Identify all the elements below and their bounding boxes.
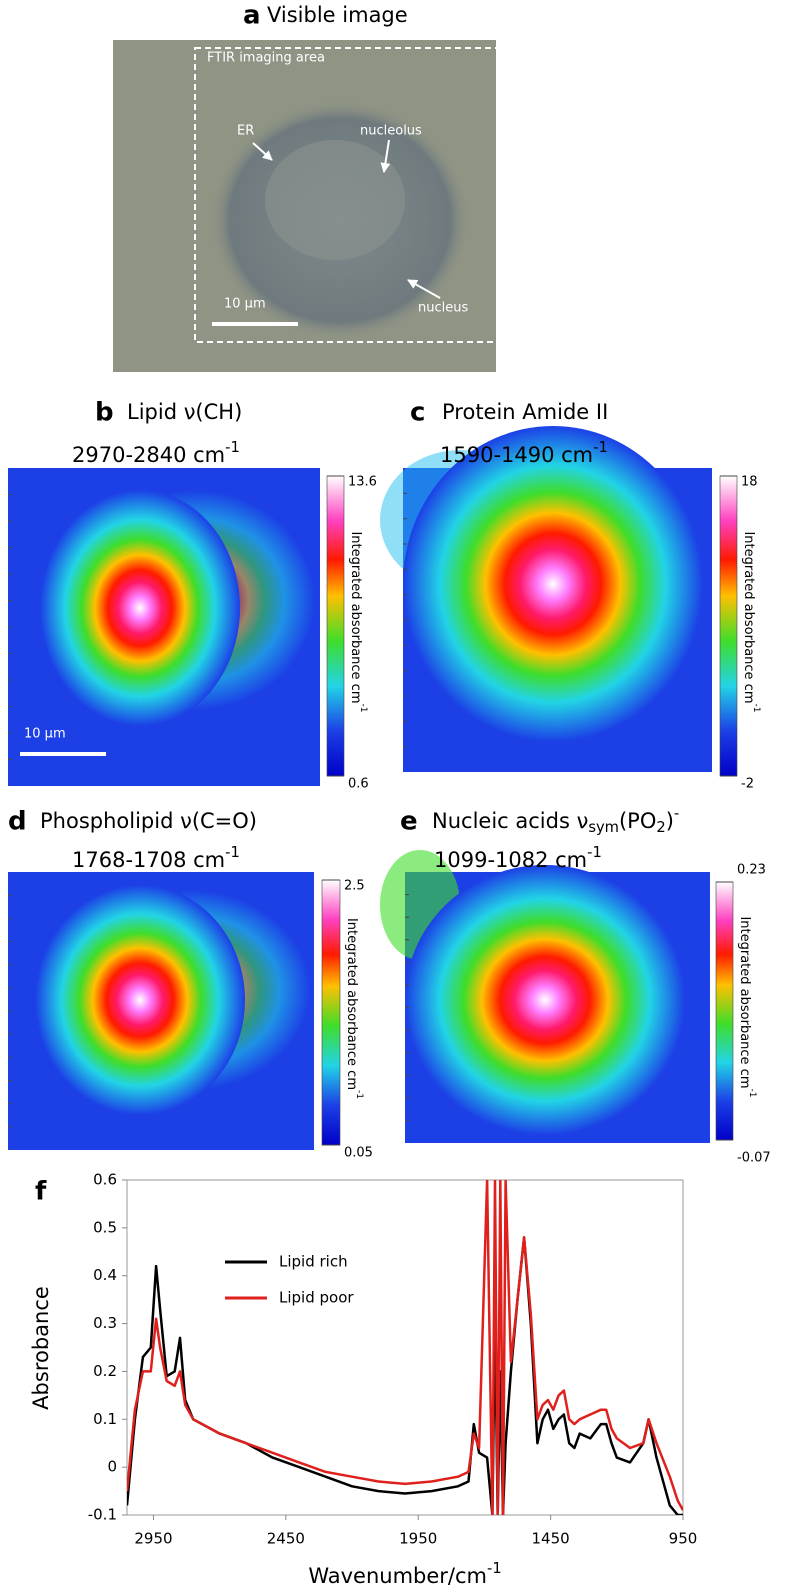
colorbar-tick-label: 0.23	[737, 863, 766, 878]
text-part: sym	[588, 819, 619, 836]
text-part: -1	[752, 703, 762, 712]
x-tick-label: 950	[669, 1530, 698, 1548]
colorbar-label: Integrated absorbance cm-1	[742, 531, 762, 712]
panel-letter: b	[95, 398, 114, 428]
panel-letter: e	[400, 807, 418, 837]
heatmap-c	[380, 426, 712, 772]
text-part: Integrated absorbance cm	[738, 916, 753, 1088]
panel-title: Lipid ν(CH)	[127, 400, 242, 424]
y-tick-label: -0.1	[88, 1506, 117, 1524]
series-line	[127, 1180, 683, 1515]
panel-title: Visible image	[267, 3, 408, 27]
box-label: FTIR imaging area	[207, 51, 325, 66]
text-part: -1	[225, 844, 240, 861]
heatmap-d	[8, 872, 314, 1150]
colorbar-tick-label: 0.05	[344, 1146, 373, 1161]
text-part: 2970-2840 cm	[72, 443, 225, 467]
text-part: )	[666, 809, 674, 833]
image-label: ER	[237, 124, 254, 139]
panel-letter: c	[410, 398, 425, 428]
y-tick-label: 0.5	[93, 1218, 117, 1236]
text-part: 1590-1490 cm	[440, 443, 593, 467]
colorbar-tick-label: 2.5	[344, 879, 365, 894]
x-tick-label: 2450	[267, 1530, 305, 1548]
heatmap-b	[8, 468, 320, 786]
x-axis-label: Wavenumber/cm-1	[308, 1560, 501, 1588]
text-part: -1	[587, 844, 602, 861]
panel-letter: d	[8, 807, 27, 837]
colorbar-label: Integrated absorbance cm-1	[349, 531, 369, 712]
text-part: Integrated absorbance cm	[349, 531, 364, 703]
text-part: Lipid ν(CH)	[127, 400, 242, 424]
text-part: Integrated absorbance cm	[345, 918, 360, 1090]
colorbar-label: Integrated absorbance cm-1	[738, 916, 758, 1097]
heatmap-e	[380, 850, 710, 1143]
panel-subtitle: 1590-1490 cm-1	[440, 439, 608, 467]
panel-title: Phospholipid ν(C=O)	[40, 809, 257, 833]
colorbar	[715, 881, 734, 1141]
text-part: 1099-1082 cm	[434, 848, 587, 872]
text-part: -1	[359, 703, 369, 712]
y-tick-label: 0.1	[93, 1410, 117, 1428]
colorbar	[326, 475, 345, 777]
series-line	[127, 1236, 683, 1515]
panel-letter: f	[35, 1177, 47, 1207]
colorbar-tick-label: 13.6	[348, 475, 377, 490]
text-part: 1768-1708 cm	[72, 848, 225, 872]
colorbar-tick-label: 0.6	[348, 777, 369, 792]
text-part: Protein Amide II	[442, 400, 608, 424]
y-tick-label: 0.4	[93, 1266, 117, 1284]
y-tick-label: 0.3	[93, 1314, 117, 1332]
panel-subtitle: 2970-2840 cm-1	[72, 439, 240, 467]
y-tick-label: 0.6	[93, 1171, 117, 1189]
scale-bar-label: 10 μm	[24, 727, 66, 742]
colorbar	[719, 475, 738, 777]
panel-subtitle: 1099-1082 cm-1	[434, 844, 602, 872]
x-tick-label: 1950	[399, 1530, 437, 1548]
legend-label: Lipid rich	[279, 1253, 348, 1271]
colorbar-label: Integrated absorbance cm-1	[345, 918, 365, 1099]
text-part: 2	[656, 819, 665, 836]
y-tick-label: 0.2	[93, 1362, 117, 1380]
colorbar-tick-label: 18	[741, 475, 758, 490]
image-label: nucleolus	[360, 124, 422, 139]
visible-image	[113, 40, 498, 372]
text-part: -1	[487, 1560, 502, 1577]
text-part: (PO	[619, 809, 656, 833]
text-part: -	[674, 805, 679, 822]
panel-title: Protein Amide II	[442, 400, 608, 424]
plot-frame	[126, 1179, 684, 1516]
x-tick-label: 1450	[532, 1530, 570, 1548]
colorbar-tick-label: -0.07	[737, 1151, 771, 1166]
panel-letter: a	[243, 1, 261, 31]
legend-label: Lipid poor	[279, 1289, 354, 1307]
text-part: Integrated absorbance cm	[742, 531, 757, 703]
panel-title: Nucleic acids νsym(PO2)-	[432, 805, 679, 836]
text-part: Wavenumber/cm	[308, 1564, 487, 1588]
x-tick-label: 2950	[134, 1530, 172, 1548]
panel-subtitle: 1768-1708 cm-1	[72, 844, 240, 872]
text-part: Phospholipid ν(C=O)	[40, 809, 257, 833]
text-part: Nucleic acids ν	[432, 809, 588, 833]
colorbar	[321, 879, 341, 1146]
y-axis-label: Absrobance	[29, 1286, 53, 1410]
text-part: -1	[593, 439, 608, 456]
text-part: -1	[748, 1088, 758, 1097]
y-tick-label: 0	[107, 1458, 117, 1476]
text-part: -1	[355, 1090, 365, 1099]
text-part: -1	[225, 439, 240, 456]
colorbar-tick-label: -2	[741, 777, 754, 792]
scale-bar-label: 10 μm	[224, 297, 266, 312]
image-label: nucleus	[418, 301, 468, 316]
